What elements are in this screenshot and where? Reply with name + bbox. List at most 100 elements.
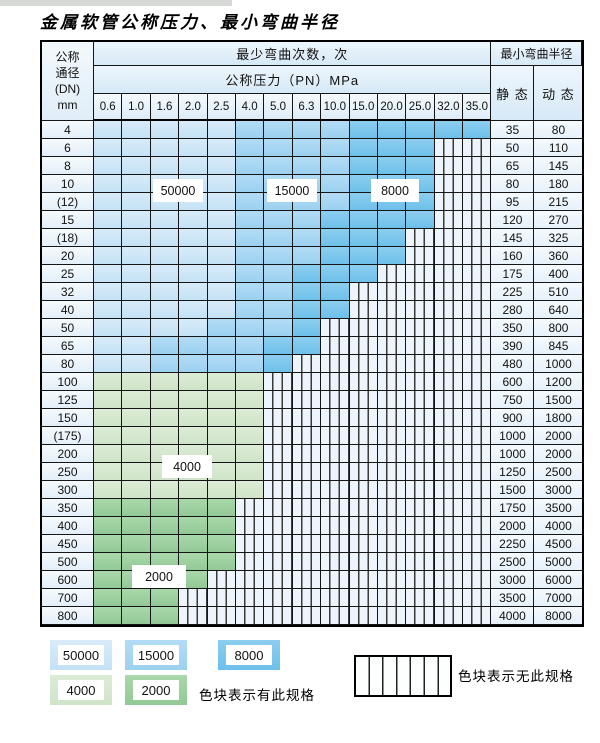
no-spec-cell bbox=[349, 517, 378, 535]
no-spec-cell bbox=[235, 517, 265, 535]
spec-cell bbox=[122, 157, 151, 175]
no-spec-cell bbox=[463, 499, 492, 517]
dn-cell: 800 bbox=[42, 607, 94, 625]
spec-cell bbox=[377, 157, 407, 175]
spec-cell bbox=[207, 517, 236, 535]
pressure-tick: 0.6 bbox=[94, 94, 123, 121]
no-spec-cell bbox=[406, 301, 435, 319]
spec-cell bbox=[406, 139, 435, 157]
no-spec-cell bbox=[434, 409, 464, 427]
no-spec-cell bbox=[292, 571, 322, 589]
no-spec-cell bbox=[264, 607, 293, 625]
spec-cell bbox=[207, 247, 236, 265]
no-spec-cell bbox=[235, 589, 265, 607]
no-spec-cell bbox=[463, 391, 492, 409]
dn-cell: 150 bbox=[42, 409, 94, 427]
no-spec-cell bbox=[377, 517, 407, 535]
no-spec-cell bbox=[321, 355, 350, 373]
spec-cell bbox=[377, 229, 407, 247]
no-spec-cell bbox=[377, 463, 407, 481]
no-spec-cell bbox=[349, 499, 378, 517]
no-spec-cell bbox=[207, 571, 236, 589]
no-spec-cell bbox=[321, 319, 350, 337]
spec-cell bbox=[122, 445, 151, 463]
dynamic-value: 2000 bbox=[534, 427, 583, 445]
static-value: 600 bbox=[491, 373, 535, 391]
legend-swatch-8000: 8000 bbox=[218, 640, 280, 670]
legend-swatch-50000: 50000 bbox=[50, 640, 112, 670]
spec-cell bbox=[179, 571, 208, 589]
spec-cell bbox=[264, 337, 293, 355]
bend-times-header: 最少弯曲次数，次 bbox=[94, 42, 492, 66]
no-spec-cell bbox=[406, 337, 435, 355]
spec-cell bbox=[235, 481, 265, 499]
spec-cell bbox=[122, 589, 151, 607]
no-spec-cell bbox=[264, 373, 293, 391]
spec-cell bbox=[122, 265, 151, 283]
dynamic-value: 800 bbox=[534, 319, 583, 337]
spec-cell bbox=[207, 481, 236, 499]
spec-cell bbox=[179, 247, 208, 265]
no-spec-cell bbox=[463, 535, 492, 553]
spec-cell bbox=[179, 481, 208, 499]
no-spec-cell bbox=[463, 157, 492, 175]
spec-cell bbox=[235, 211, 265, 229]
no-spec-cell bbox=[321, 391, 350, 409]
no-spec-cell bbox=[463, 571, 492, 589]
spec-cell bbox=[94, 157, 123, 175]
spec-cell bbox=[150, 301, 180, 319]
no-spec-cell bbox=[434, 553, 464, 571]
static-value: 3000 bbox=[491, 571, 535, 589]
spec-cell bbox=[292, 337, 322, 355]
static-value: 900 bbox=[491, 409, 535, 427]
cycle-label-2000: 2000 bbox=[133, 566, 185, 587]
spec-cell bbox=[292, 283, 322, 301]
dynamic-value: 110 bbox=[534, 139, 583, 157]
no-spec-cell bbox=[377, 481, 407, 499]
legend-label-50000: 50000 bbox=[58, 645, 104, 665]
spec-cell bbox=[94, 301, 123, 319]
dynamic-value: 80 bbox=[534, 121, 583, 139]
dn-cell: 350 bbox=[42, 499, 94, 517]
no-spec-cell bbox=[463, 463, 492, 481]
no-spec-cell bbox=[434, 499, 464, 517]
spec-cell bbox=[122, 373, 151, 391]
pressure-tick: 35.0 bbox=[463, 94, 492, 121]
spec-cell bbox=[349, 121, 378, 139]
dn-cell: 32 bbox=[42, 283, 94, 301]
spec-cell bbox=[150, 589, 180, 607]
no-spec-cell bbox=[292, 607, 322, 625]
no-spec-cell bbox=[463, 301, 492, 319]
no-spec-cell bbox=[235, 607, 265, 625]
spec-cell bbox=[321, 283, 350, 301]
spec-cell bbox=[94, 445, 123, 463]
no-spec-cell bbox=[434, 139, 464, 157]
spec-cell bbox=[349, 211, 378, 229]
no-spec-cell bbox=[349, 319, 378, 337]
spec-cell bbox=[94, 517, 123, 535]
spec-cell bbox=[94, 553, 123, 571]
no-spec-cell bbox=[463, 265, 492, 283]
no-spec-cell bbox=[349, 535, 378, 553]
no-spec-cell bbox=[349, 337, 378, 355]
no-spec-cell bbox=[349, 409, 378, 427]
spec-cell bbox=[122, 391, 151, 409]
no-spec-cell bbox=[292, 589, 322, 607]
spec-cell bbox=[150, 517, 180, 535]
spec-cell bbox=[94, 409, 123, 427]
static-value: 1500 bbox=[491, 481, 535, 499]
spec-cell bbox=[94, 175, 123, 193]
spec-cell bbox=[179, 409, 208, 427]
spec-cell bbox=[179, 535, 208, 553]
spec-cell bbox=[94, 607, 123, 625]
spec-cell bbox=[292, 211, 322, 229]
spec-cell bbox=[321, 265, 350, 283]
no-spec-cell bbox=[434, 481, 464, 499]
spec-cell bbox=[94, 355, 123, 373]
static-value: 225 bbox=[491, 283, 535, 301]
no-spec-cell bbox=[406, 427, 435, 445]
spec-cell bbox=[264, 157, 293, 175]
dynamic-value: 4500 bbox=[534, 535, 583, 553]
no-spec-cell bbox=[321, 517, 350, 535]
spec-cell bbox=[321, 229, 350, 247]
